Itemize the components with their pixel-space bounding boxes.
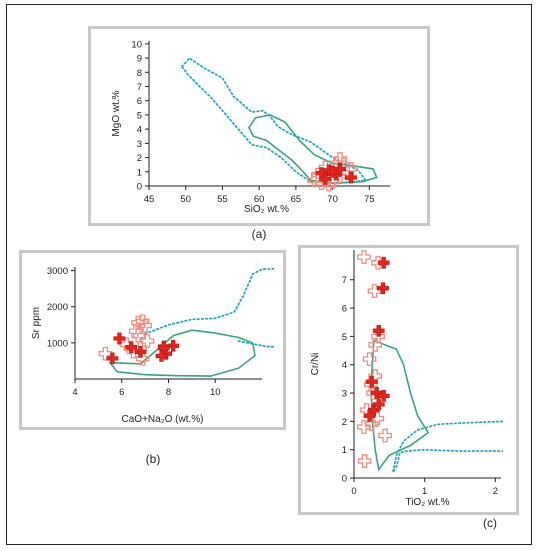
panel-c-hollow-point (367, 284, 382, 298)
panel-a-x-tick-label: 60 (254, 194, 265, 205)
panel-b-hollow-point (138, 318, 152, 333)
panel-b-hollow-point (126, 344, 141, 359)
panel-c-x-tick-label: 0 (351, 486, 356, 497)
panel-c-y-axis-label: Cr/Ni (310, 353, 321, 376)
panel-c-y-tick-label: 0 (342, 474, 347, 485)
panel-c-hollow-point (362, 352, 377, 366)
panel-c-y-tick-label: 7 (342, 275, 347, 286)
panel-c-y-tick-label: 4 (342, 360, 347, 371)
figure-frame (6, 4, 532, 545)
panel-b-frame (19, 250, 286, 430)
panel-b-x-axis-label: CaO+Na₂O (wt.%) (122, 414, 204, 425)
panel-b-hollow-point (135, 351, 150, 366)
panel-a-x-tick-label: 55 (217, 194, 228, 205)
panel-c-hollow-point (357, 420, 371, 434)
panel-b-y-tick-label: 1000 (47, 338, 68, 349)
panel-b-solid-point (134, 346, 147, 358)
panel-b-solid-point (125, 341, 137, 354)
panel-a-letter: (a) (252, 227, 267, 241)
panel-c-solid-point (372, 398, 385, 411)
panel-c-x-tick-label: 2 (493, 486, 498, 497)
panel-c-solid-point (377, 389, 390, 402)
panel-b-solid-point (155, 349, 168, 362)
panel-b-solid-point (113, 332, 126, 345)
panel-a-solid-point (326, 165, 339, 178)
panel-c-y-tick-label: 3 (342, 389, 347, 400)
panel-a-y-tick-label: 4 (137, 125, 142, 136)
panel-a-green-field (247, 114, 378, 185)
panel-c-solid-point (367, 404, 380, 416)
panel-a-y-tick-label: 7 (137, 82, 142, 93)
panel-a-hollow-point (322, 177, 336, 192)
panel-a-x-tick-label: 75 (364, 194, 375, 205)
panel-b-x-tick-label: 4 (72, 387, 77, 398)
panel-a-solid-point (345, 171, 357, 184)
panel-a-solid-point (319, 172, 332, 185)
panel-c-dotted-field (392, 420, 504, 473)
panel-b-y-tick-label: 2000 (47, 302, 68, 313)
panel-b-dotted-field (237, 340, 274, 348)
panel-c-y-tick-label: 1 (342, 445, 347, 456)
panel-c-solid-point (363, 409, 376, 422)
panel-b-x-tick-label: 10 (210, 387, 221, 398)
panel-a-y-axis-label: MgO wt.% (111, 90, 122, 136)
panel-b-y-tick-label: 3000 (47, 266, 68, 277)
panel-b-letter: (b) (146, 452, 161, 466)
panel-a-x-tick-label: 65 (291, 194, 302, 205)
panel-c-letter: (c) (483, 516, 497, 530)
panel-b-x-tick-label: 6 (119, 387, 124, 398)
panel-a-y-tick-label: 2 (137, 153, 142, 164)
panel-a-x-tick-label: 70 (327, 194, 338, 205)
panel-c-solid-point (372, 324, 385, 337)
panel-a-frame (88, 26, 430, 226)
panel-b-x-tick-label: 8 (166, 387, 171, 398)
panel-c-solid-point (365, 375, 378, 388)
panel-c-solid-point (377, 282, 389, 295)
panel-c-y-tick-label: 6 (342, 304, 347, 315)
panel-a-y-tick-label: 8 (137, 68, 142, 79)
panel-b: 4 6 8 10 1000 2000 3000 CaO+Na₂O (wt.%) Sr ppm (b… (31, 266, 274, 466)
panel-a-dotted-field (180, 56, 368, 185)
panel-b-dotted-field (144, 267, 274, 335)
panel-a-y-tick-label: 3 (137, 139, 142, 150)
panel-a-y-tick-label: 0 (137, 182, 142, 193)
panel-c-solid-point (377, 256, 390, 269)
panel-c-y-tick-label: 2 (342, 417, 347, 428)
panel-b-solid-point (157, 342, 170, 354)
panel-b-hollow-point (131, 328, 145, 343)
panel-c-x-tick-label: 1 (422, 486, 427, 497)
panel-a-y-tick-label: 5 (137, 110, 142, 121)
panel-c-green-field (370, 339, 430, 472)
panel-c: 0 1 2 0 1 2 3 4 5 6 7 TiO₂ wt.% Cr/Ni (c) (310, 250, 504, 530)
panel-c-hollow-point (357, 454, 372, 468)
panel-a-y-tick-label: 1 (137, 167, 142, 178)
panel-a-x-tick-label: 45 (144, 194, 155, 205)
panel-c-hollow-point (357, 250, 371, 264)
panel-c-frame (298, 245, 519, 515)
panel-b-solid-point (106, 352, 119, 365)
panel-c-y-tick-label: 5 (342, 332, 347, 343)
panel-b-solid-point (167, 339, 180, 352)
panel-c-hollow-point (368, 338, 383, 352)
panel-a-y-tick-label: 10 (131, 39, 142, 50)
panel-a-x-tick-label: 50 (180, 194, 191, 205)
panel-a-x-axis-label: SiO₂ wt.% (244, 204, 289, 215)
panel-b-y-axis-label: Sr ppm (31, 307, 42, 339)
panel-c-x-axis-label: TiO₂ wt.% (405, 497, 449, 508)
panel-c-hollow-point (378, 428, 392, 443)
panel-a-y-tick-label: 9 (137, 54, 142, 65)
panel-a-y-tick-label: 6 (137, 96, 142, 107)
panel-b-hollow-point (140, 334, 155, 348)
